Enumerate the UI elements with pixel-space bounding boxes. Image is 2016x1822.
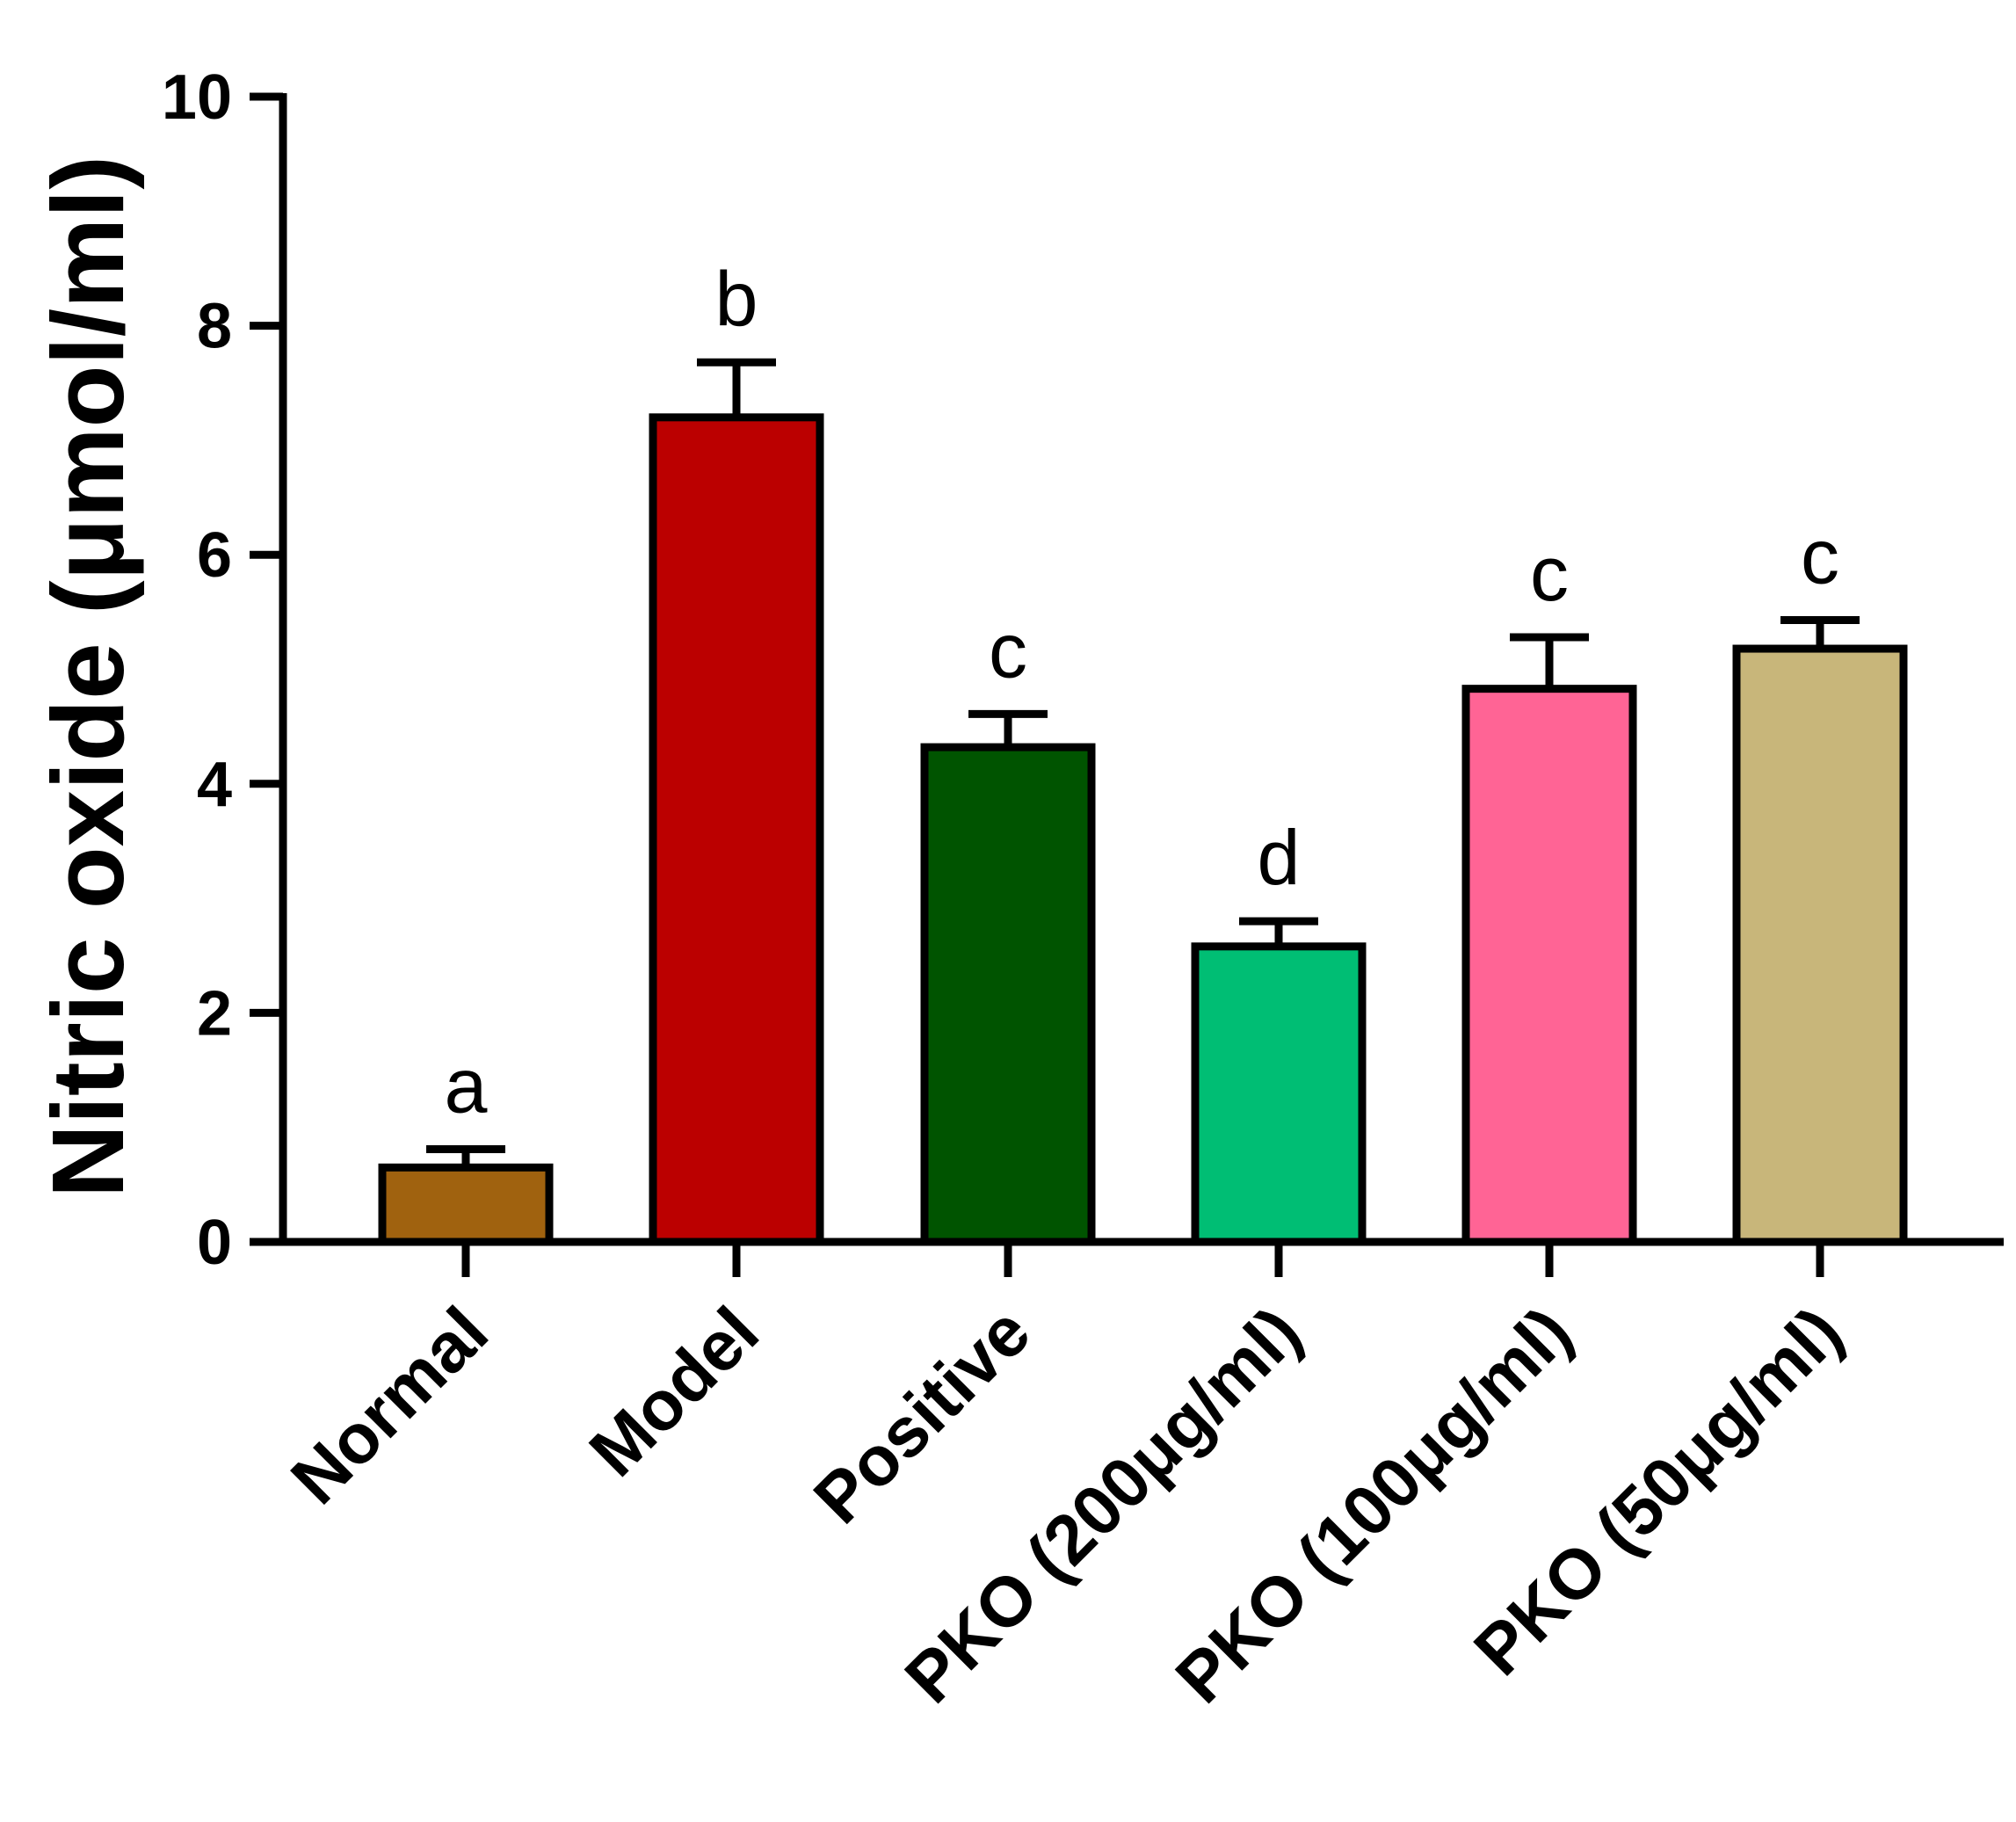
significance-label-0: a [445,1042,488,1129]
significance-label-5: c [1801,512,1839,599]
x-category-label-0: Normal [276,1292,503,1519]
y-tick-label-5: 10 [162,62,232,133]
axes-layer [279,93,2004,1277]
y-tick-label-4: 8 [197,292,232,362]
bar-2 [920,743,1096,1246]
bar-3 [1191,942,1367,1246]
significance-label-3: d [1258,814,1301,901]
significance-label-4: c [1530,530,1569,617]
significance-label-2: c [989,606,1027,693]
y-tick-label-0: 0 [197,1208,232,1278]
y-axis-title: Nitric oxide (μmol/ml) [31,156,145,1198]
bars-layer [378,413,1908,1246]
bar-0 [378,1163,554,1246]
y-tick-label-2: 4 [197,750,232,820]
y-tick-label-3: 6 [197,520,232,591]
bar-5 [1732,644,1908,1246]
x-category-label-1: Model [575,1292,773,1491]
significance-label-1: b [715,255,758,342]
error-bars-layer [426,358,1860,1168]
y-axis-title-group: Nitric oxide (μmol/ml) [31,156,145,1198]
x-category-label-2: Positive [799,1292,1045,1538]
y-ticks-layer: 0 2 4 6 8 10 [162,62,283,1278]
y-tick-label-1: 2 [197,978,232,1049]
bar-4 [1461,685,1637,1246]
significance-labels-layer: a b c d c c [445,255,1839,1129]
bar-1 [649,413,824,1246]
